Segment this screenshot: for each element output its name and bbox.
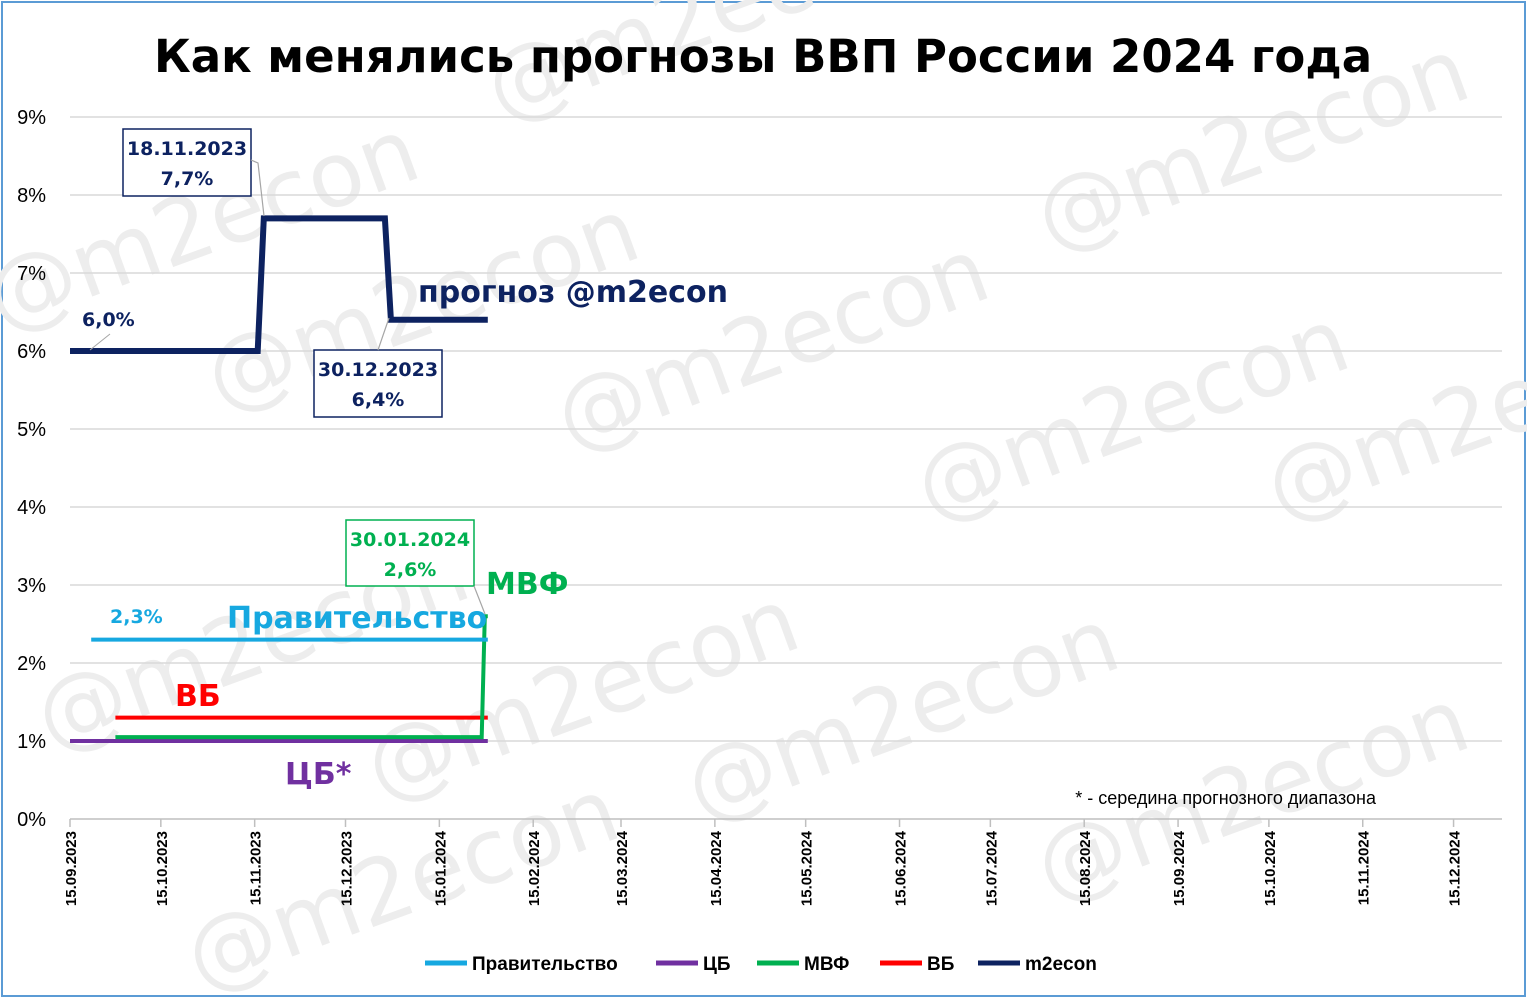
x-tick-label: 15.10.2024 <box>1262 830 1279 906</box>
m2econ-series-label: прогноз @m2econ <box>418 275 728 310</box>
govt-series-label: Правительство <box>227 601 487 636</box>
y-axis-ticks: 0% 1% 2% 3% 4% 5% 6% 7% 8% 9% <box>17 107 46 831</box>
callout-dec-leader <box>377 317 390 351</box>
y-tick-label: 7% <box>17 263 46 285</box>
callout-nov-box <box>122 128 252 197</box>
x-tick-label: 15.11.2024 <box>1356 830 1373 905</box>
callout-nov-leader <box>250 159 265 217</box>
x-axis: 15.09.2023 15.10.2023 15.11.2023 15.12.2023… <box>63 818 1502 906</box>
legend-entry: m2econ <box>1025 954 1097 975</box>
y-tick-label: 0% <box>17 809 46 831</box>
x-tick-label: 15.08.2024 <box>1077 830 1094 906</box>
x-tick-label: 15.05.2024 <box>799 830 816 906</box>
y-tick-label: 3% <box>17 575 46 597</box>
x-tick-label: 15.02.2024 <box>526 830 543 906</box>
x-tick-label: 15.04.2024 <box>708 830 725 906</box>
y-tick-label: 1% <box>17 731 46 753</box>
vb-series-label: ВБ <box>175 679 221 714</box>
mvf-series-label: МВФ <box>486 567 568 602</box>
y-tick-label: 6% <box>17 341 46 363</box>
callout-nov-value: 7,7% <box>161 168 214 190</box>
chart-title: Как менялись прогнозы ВВП России 2024 го… <box>154 30 1372 83</box>
x-tick-label: 15.11.2023 <box>248 831 265 905</box>
legend-entry: Правительство <box>472 954 618 975</box>
legend-entry: МВФ <box>804 954 849 975</box>
x-tick-label: 15.10.2023 <box>154 831 171 906</box>
series-line-МВФ <box>115 614 488 740</box>
callout-nov-date: 18.11.2023 <box>127 138 247 160</box>
callout-jan-value: 2,6% <box>384 559 437 581</box>
annotations: 6,0% 2,3% 18.11.2023 7,7% 30.12.2023 6,4% 30.0… <box>82 128 1377 808</box>
x-tick-label: 15.06.2024 <box>893 830 910 906</box>
x-tick-label: 15.09.2024 <box>1171 830 1188 906</box>
callout-dec-date: 30.12.2023 <box>318 359 438 381</box>
series-lines <box>70 215 488 743</box>
legend-entry: ЦБ <box>703 954 731 975</box>
gridlines <box>70 116 1502 742</box>
y-tick-label: 8% <box>17 185 46 207</box>
legend: Правительство ЦБ МВФ ВБ m2econ <box>425 954 1097 975</box>
leader-line <box>89 333 111 351</box>
x-tick-label: 15.09.2023 <box>63 831 80 906</box>
x-tick-label: 15.12.2023 <box>339 831 356 906</box>
callout-jan-date: 30.01.2024 <box>350 529 470 551</box>
y-tick-label: 4% <box>17 497 46 519</box>
x-tick-label: 15.03.2024 <box>614 830 631 906</box>
legend-entry: ВБ <box>927 954 954 975</box>
govt-start-label: 2,3% <box>110 606 163 628</box>
footnote: * - середина прогнозного диапазона <box>1075 788 1377 808</box>
x-tick-label: 15.07.2024 <box>983 830 1000 906</box>
y-tick-label: 2% <box>17 653 46 675</box>
x-tick-label: 15.01.2024 <box>432 830 449 906</box>
y-tick-label: 5% <box>17 419 46 441</box>
x-tick-label: 15.12.2024 <box>1447 830 1464 906</box>
cb-series-label: ЦБ* <box>285 757 352 792</box>
callout-jan-box <box>345 519 475 587</box>
callout-jan-leader <box>473 585 486 615</box>
y-tick-label: 9% <box>17 107 46 129</box>
callout-dec-value: 6,4% <box>352 389 405 411</box>
m2econ-start-label: 6,0% <box>82 309 135 331</box>
series-line-m2econ <box>70 215 488 354</box>
